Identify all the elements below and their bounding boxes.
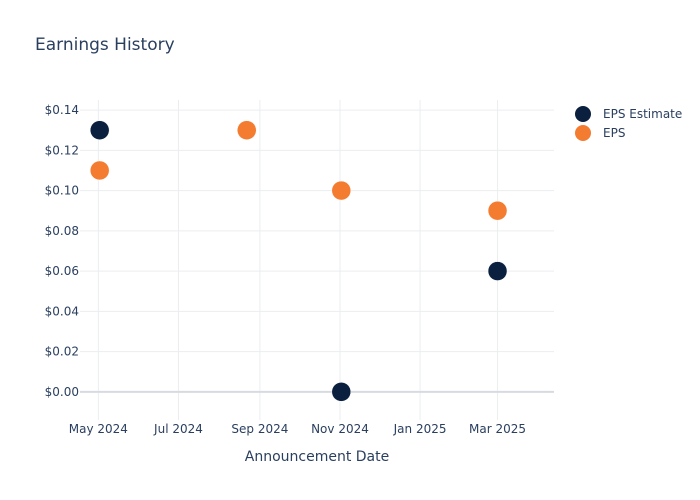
eps-point[interactable]	[89, 160, 110, 181]
x-tick-label: Jul 2024	[153, 422, 203, 436]
legend[interactable]: EPS Estimate EPS	[575, 106, 682, 141]
x-tick-label: Nov 2024	[311, 422, 369, 436]
y-tick-label: $0.02	[45, 345, 79, 359]
eps-estimate-point[interactable]	[331, 382, 352, 402]
legend-marker	[575, 125, 591, 141]
data-points	[89, 120, 508, 402]
eps-point[interactable]	[487, 200, 508, 221]
x-axis-ticks: May 2024 Jul 2024 Sep 2024 Nov 2024 Jan 2025…	[69, 422, 526, 436]
y-tick-label: $0.12	[45, 143, 79, 157]
eps-estimate-point[interactable]	[487, 261, 508, 281]
y-tick-label: $0.14	[45, 103, 79, 117]
x-tick-label: Sep 2024	[231, 422, 288, 436]
y-axis-ticks: $0.00 $0.02 $0.04 $0.06 $0.08 $0.10 $0.12 $0.14	[45, 103, 79, 399]
chart-title: Earnings History	[35, 35, 175, 55]
x-tick-label: May 2024	[69, 422, 128, 436]
eps-point[interactable]	[331, 180, 352, 201]
x-tick-label: Mar 2025	[469, 422, 526, 436]
legend-item-eps-estimate[interactable]: EPS Estimate	[575, 106, 682, 122]
y-tick-label: $0.04	[45, 304, 79, 318]
grid	[80, 100, 554, 420]
legend-label: EPS Estimate	[603, 107, 682, 121]
y-tick-label: $0.10	[45, 184, 79, 198]
legend-label: EPS	[603, 126, 625, 140]
x-tick-label: Jan 2025	[393, 422, 447, 436]
y-tick-label: $0.00	[45, 385, 79, 399]
eps-point[interactable]	[237, 120, 257, 140]
x-axis-title: Announcement Date	[245, 449, 389, 465]
legend-item-eps[interactable]: EPS	[575, 125, 625, 141]
y-tick-label: $0.08	[45, 224, 79, 238]
eps-estimate-point[interactable]	[89, 120, 110, 140]
y-tick-label: $0.06	[45, 264, 79, 278]
legend-marker	[575, 106, 591, 122]
